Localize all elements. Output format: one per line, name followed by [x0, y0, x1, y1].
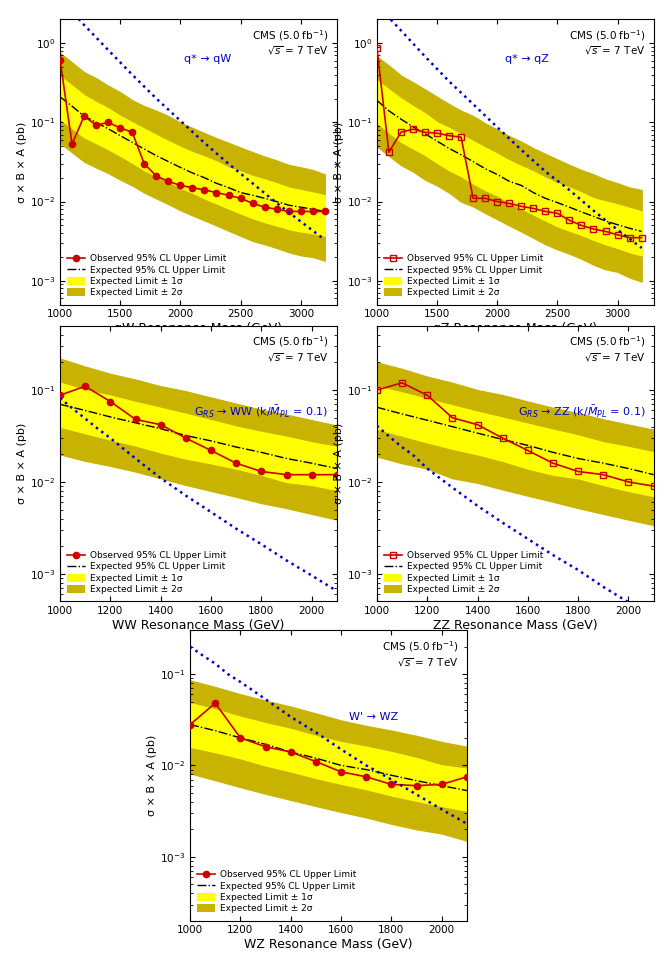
Text: G$_{RS}$ → WW (k/$\bar{M}_{PL}$ = 0.1): G$_{RS}$ → WW (k/$\bar{M}_{PL}$ = 0.1)	[194, 403, 329, 419]
Y-axis label: σ × B × A (pb): σ × B × A (pb)	[334, 423, 344, 505]
Text: W' → WZ: W' → WZ	[349, 712, 398, 721]
X-axis label: WZ Resonance Mass (GeV): WZ Resonance Mass (GeV)	[244, 938, 413, 952]
Text: G$_{RS}$ → ZZ (k/$\bar{M}_{PL}$ = 0.1): G$_{RS}$ → ZZ (k/$\bar{M}_{PL}$ = 0.1)	[518, 403, 646, 419]
Legend: Observed 95% CL Upper Limit, Expected 95% CL Upper Limit, Expected Limit ± 1σ, E: Observed 95% CL Upper Limit, Expected 95…	[65, 251, 229, 300]
Legend: Observed 95% CL Upper Limit, Expected 95% CL Upper Limit, Expected Limit ± 1σ, E: Observed 95% CL Upper Limit, Expected 95…	[382, 548, 546, 597]
Text: q* → qW: q* → qW	[184, 53, 231, 64]
X-axis label: qW Resonance Mass (GeV): qW Resonance Mass (GeV)	[115, 322, 282, 336]
Text: q* → qZ: q* → qZ	[505, 53, 548, 64]
X-axis label: WW Resonance Mass (GeV): WW Resonance Mass (GeV)	[112, 619, 285, 632]
Text: CMS (5.0 fb$^{-1}$)
$\sqrt{s}$ = 7 TeV: CMS (5.0 fb$^{-1}$) $\sqrt{s}$ = 7 TeV	[382, 639, 459, 668]
Y-axis label: σ × B × A (pb): σ × B × A (pb)	[334, 121, 344, 203]
Text: CMS (5.0 fb$^{-1}$)
$\sqrt{s}$ = 7 TeV: CMS (5.0 fb$^{-1}$) $\sqrt{s}$ = 7 TeV	[252, 335, 329, 364]
Y-axis label: σ × B × A (pb): σ × B × A (pb)	[17, 121, 27, 203]
Text: CMS (5.0 fb$^{-1}$)
$\sqrt{s}$ = 7 TeV: CMS (5.0 fb$^{-1}$) $\sqrt{s}$ = 7 TeV	[569, 335, 646, 364]
Y-axis label: σ × B × A (pb): σ × B × A (pb)	[147, 735, 157, 816]
X-axis label: qZ Resonance Mass (GeV): qZ Resonance Mass (GeV)	[433, 322, 598, 336]
X-axis label: ZZ Resonance Mass (GeV): ZZ Resonance Mass (GeV)	[433, 619, 598, 632]
Text: CMS (5.0 fb$^{-1}$)
$\sqrt{s}$ = 7 TeV: CMS (5.0 fb$^{-1}$) $\sqrt{s}$ = 7 TeV	[252, 28, 329, 57]
Legend: Observed 95% CL Upper Limit, Expected 95% CL Upper Limit, Expected Limit ± 1σ, E: Observed 95% CL Upper Limit, Expected 95…	[195, 867, 359, 916]
Text: CMS (5.0 fb$^{-1}$)
$\sqrt{s}$ = 7 TeV: CMS (5.0 fb$^{-1}$) $\sqrt{s}$ = 7 TeV	[569, 28, 646, 57]
Y-axis label: σ × B × A (pb): σ × B × A (pb)	[17, 423, 27, 505]
Legend: Observed 95% CL Upper Limit, Expected 95% CL Upper Limit, Expected Limit ± 1σ, E: Observed 95% CL Upper Limit, Expected 95…	[382, 251, 546, 300]
Legend: Observed 95% CL Upper Limit, Expected 95% CL Upper Limit, Expected Limit ± 1σ, E: Observed 95% CL Upper Limit, Expected 95…	[65, 548, 229, 597]
